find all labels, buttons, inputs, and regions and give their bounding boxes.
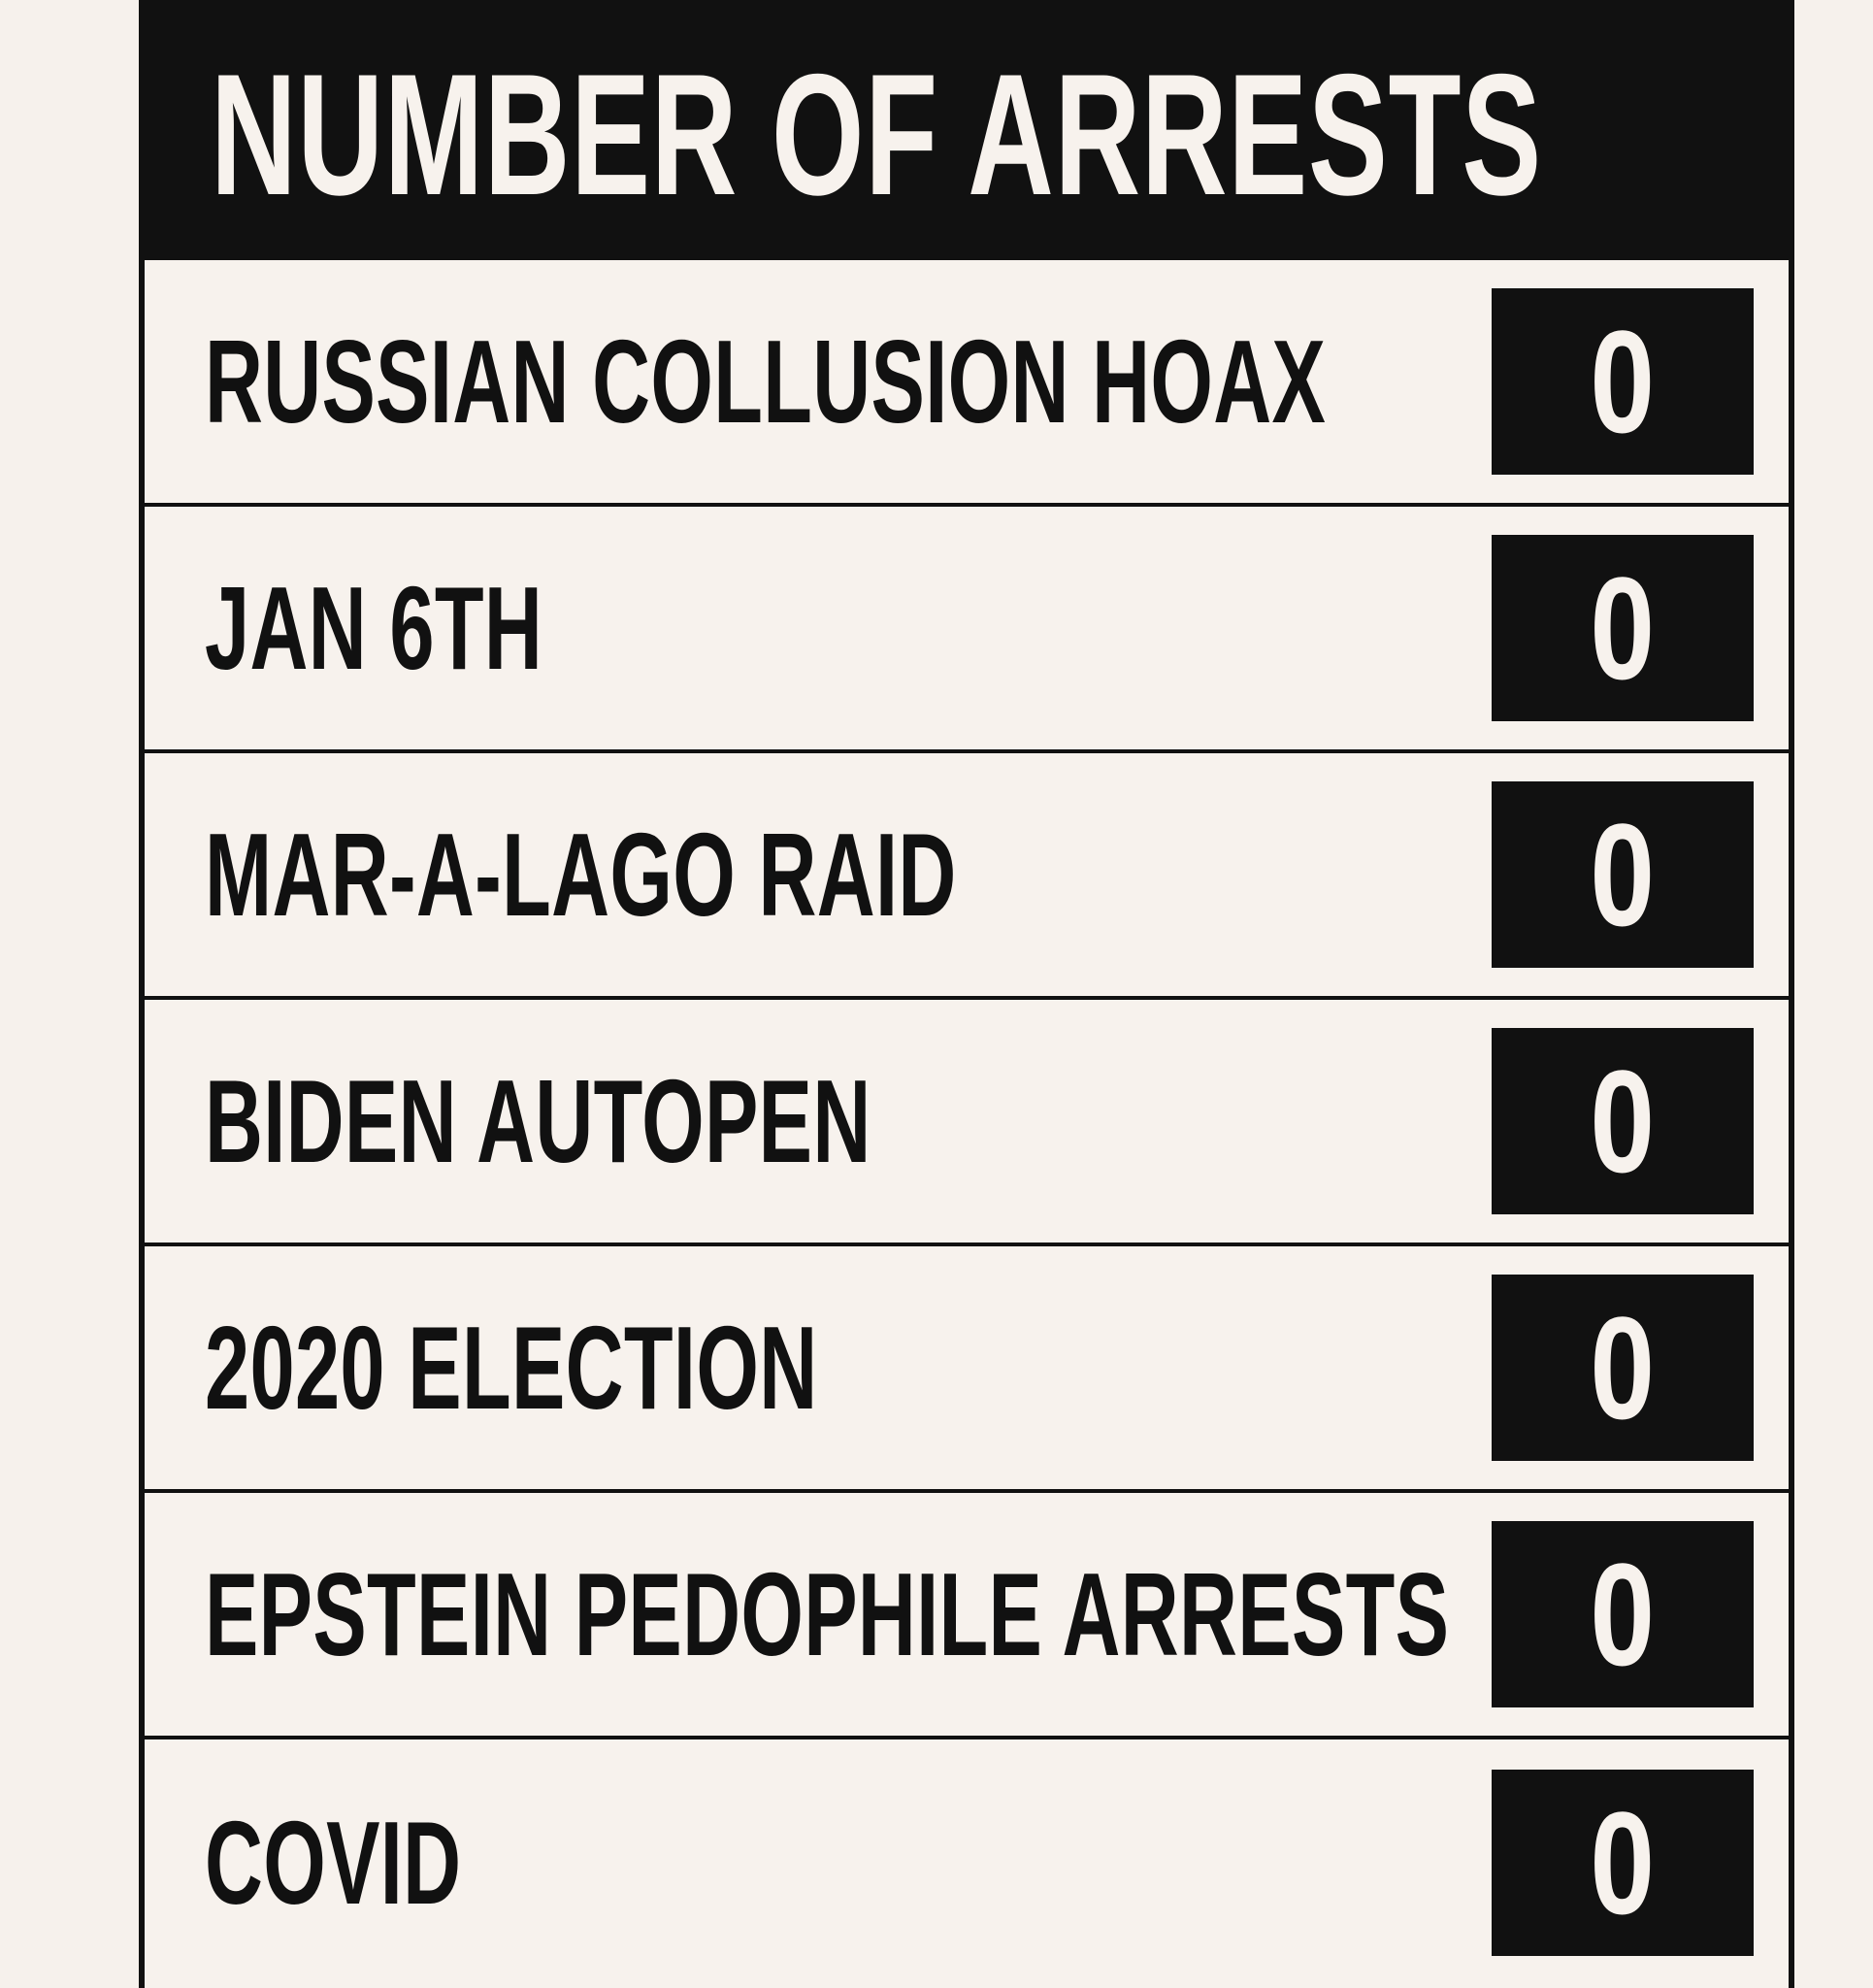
arrest-rows: RUSSIAN COLLUSION HOAX 0 JAN 6TH 0 MAR-A… [145, 260, 1789, 1986]
count-value: 0 [1590, 1781, 1656, 1944]
row-label: MAR-A-LAGO RAID [205, 809, 957, 941]
count-box: 0 [1492, 1521, 1754, 1707]
row-label: RUSSIAN COLLUSION HOAX [205, 315, 1327, 447]
page-title: NUMBER OF ARRESTS [211, 38, 1542, 231]
count-box: 0 [1492, 1028, 1754, 1214]
row-label: 2020 ELECTION [205, 1302, 818, 1434]
arrest-scoreboard: NUMBER OF ARRESTS RUSSIAN COLLUSION HOAX… [139, 0, 1794, 1988]
count-value: 0 [1590, 300, 1656, 463]
count-value: 0 [1590, 793, 1656, 956]
count-box: 0 [1492, 535, 1754, 721]
row-label: COVID [205, 1797, 462, 1929]
count-value: 0 [1590, 1533, 1656, 1696]
arrest-row-mar-a-lago-raid: MAR-A-LAGO RAID 0 [145, 753, 1789, 1000]
count-box: 0 [1492, 288, 1754, 475]
count-box: 0 [1492, 781, 1754, 968]
row-label: EPSTEIN PEDOPHILE ARRESTS [205, 1548, 1450, 1680]
row-label: JAN 6TH [205, 562, 543, 694]
arrest-row-covid: COVID 0 [145, 1740, 1789, 1986]
count-value: 0 [1590, 1286, 1656, 1449]
row-label: BIDEN AUTOPEN [205, 1055, 871, 1187]
arrest-row-biden-autopen: BIDEN AUTOPEN 0 [145, 1000, 1789, 1246]
arrest-row-russian-collusion-hoax: RUSSIAN COLLUSION HOAX 0 [145, 260, 1789, 507]
arrest-row-epstein-pedophile-arrests: EPSTEIN PEDOPHILE ARRESTS 0 [145, 1493, 1789, 1740]
count-value: 0 [1590, 547, 1656, 710]
count-value: 0 [1590, 1040, 1656, 1203]
count-box: 0 [1492, 1275, 1754, 1461]
count-box: 0 [1492, 1770, 1754, 1956]
scoreboard-header: NUMBER OF ARRESTS [145, 0, 1789, 260]
arrest-row-jan-6th: JAN 6TH 0 [145, 507, 1789, 753]
arrest-row-2020-election: 2020 ELECTION 0 [145, 1246, 1789, 1493]
